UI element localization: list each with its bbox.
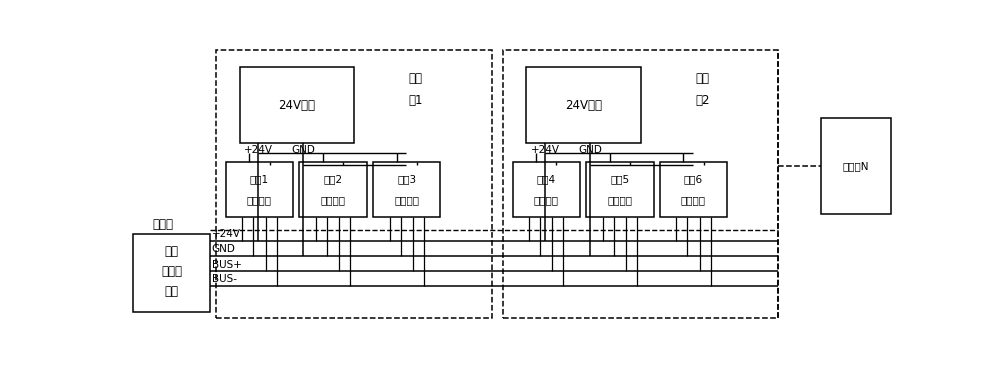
Text: 器）: 器） [164, 285, 178, 298]
Bar [226, 162, 293, 217]
Text: 组1: 组1 [408, 94, 423, 107]
Text: （四线）: （四线） [394, 195, 419, 205]
Text: （四线）: （四线） [534, 195, 559, 205]
Text: （四线）: （四线） [247, 195, 272, 205]
Text: 24V电源: 24V电源 [565, 99, 602, 112]
Text: +24V: +24V [212, 229, 241, 239]
Text: +24V: +24V [531, 145, 560, 155]
Text: （控制: （控制 [161, 265, 182, 278]
Text: （四线）: （四线） [681, 195, 706, 205]
Text: 远端组N: 远端组N [843, 161, 869, 171]
Text: BUS+: BUS+ [212, 259, 242, 270]
Text: （四线）: （四线） [607, 195, 632, 205]
Text: 控制室: 控制室 [152, 217, 173, 231]
Text: 组2: 组2 [695, 94, 710, 107]
Text: GND: GND [578, 145, 602, 155]
Text: 从机5: 从机5 [610, 174, 629, 184]
Bar [586, 162, 654, 217]
Text: 从机2: 从机2 [324, 174, 343, 184]
Text: 从机1: 从机1 [250, 174, 269, 184]
Bar [512, 162, 580, 217]
Bar [133, 234, 210, 312]
Text: GND: GND [291, 145, 315, 155]
Text: 从机6: 从机6 [684, 174, 703, 184]
Bar [373, 162, 440, 217]
Bar [660, 162, 727, 217]
Bar [503, 50, 778, 318]
Text: +24V: +24V [244, 145, 273, 155]
Text: （四线）: （四线） [321, 195, 346, 205]
Bar [299, 162, 367, 217]
Text: 从机3: 从机3 [397, 174, 416, 184]
Text: 24V电源: 24V电源 [279, 99, 316, 112]
Text: 远端: 远端 [695, 72, 709, 85]
Bar [526, 67, 641, 144]
Text: GND: GND [212, 244, 236, 254]
Bar [240, 67, 354, 144]
Text: 从机4: 从机4 [537, 174, 556, 184]
Text: BUS-: BUS- [212, 274, 237, 284]
Text: 远端: 远端 [409, 72, 423, 85]
Bar [216, 50, 492, 318]
Bar [821, 118, 891, 214]
Text: 主机: 主机 [164, 245, 178, 258]
